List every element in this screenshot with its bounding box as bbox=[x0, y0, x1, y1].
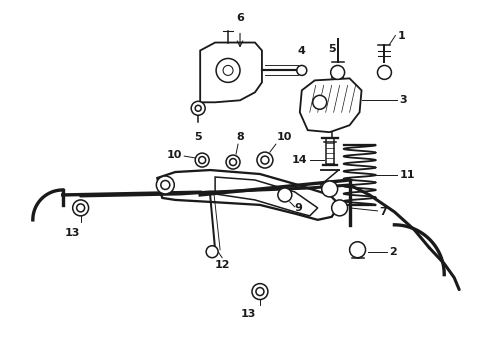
Circle shape bbox=[349, 242, 366, 258]
Text: 13: 13 bbox=[240, 310, 256, 319]
Text: 5: 5 bbox=[328, 45, 336, 54]
Circle shape bbox=[377, 66, 392, 80]
Text: 5: 5 bbox=[195, 132, 202, 142]
Circle shape bbox=[322, 181, 338, 197]
Circle shape bbox=[76, 204, 85, 212]
Circle shape bbox=[195, 153, 209, 167]
Text: 11: 11 bbox=[399, 170, 415, 180]
Text: 2: 2 bbox=[390, 247, 397, 257]
Circle shape bbox=[256, 288, 264, 296]
Circle shape bbox=[313, 95, 327, 109]
Circle shape bbox=[195, 105, 201, 111]
Text: 14: 14 bbox=[292, 155, 308, 165]
Circle shape bbox=[73, 200, 89, 216]
Circle shape bbox=[191, 101, 205, 115]
Circle shape bbox=[226, 155, 240, 169]
Circle shape bbox=[297, 66, 307, 75]
Circle shape bbox=[257, 152, 273, 168]
Circle shape bbox=[252, 284, 268, 300]
Text: 13: 13 bbox=[65, 228, 80, 238]
Text: 3: 3 bbox=[399, 95, 407, 105]
Text: 12: 12 bbox=[214, 260, 230, 270]
Text: 1: 1 bbox=[397, 31, 405, 41]
Text: 6: 6 bbox=[236, 13, 244, 23]
Circle shape bbox=[261, 156, 269, 164]
Circle shape bbox=[229, 159, 237, 166]
Polygon shape bbox=[215, 177, 318, 216]
Text: 10: 10 bbox=[277, 132, 293, 142]
Circle shape bbox=[278, 188, 292, 202]
Circle shape bbox=[216, 58, 240, 82]
Text: 7: 7 bbox=[379, 207, 387, 217]
Text: 10: 10 bbox=[167, 150, 182, 160]
Circle shape bbox=[331, 66, 344, 80]
Text: 8: 8 bbox=[236, 132, 244, 142]
Text: 4: 4 bbox=[298, 46, 306, 57]
Circle shape bbox=[206, 246, 218, 258]
Circle shape bbox=[223, 66, 233, 75]
Circle shape bbox=[156, 176, 174, 194]
Circle shape bbox=[332, 200, 347, 216]
Text: 9: 9 bbox=[295, 203, 303, 213]
Circle shape bbox=[161, 180, 170, 189]
Polygon shape bbox=[300, 78, 362, 132]
Polygon shape bbox=[157, 170, 340, 220]
Circle shape bbox=[198, 157, 206, 163]
Polygon shape bbox=[200, 42, 262, 102]
